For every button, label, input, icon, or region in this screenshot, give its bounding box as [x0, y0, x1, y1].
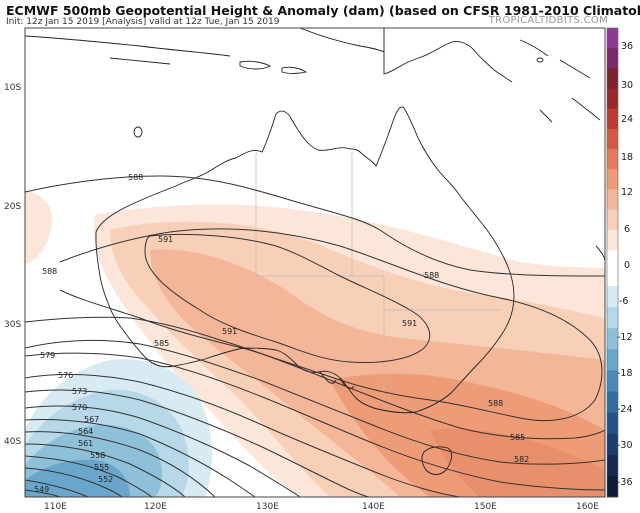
colorbar-segment: [607, 250, 618, 286]
contour-label: 564: [78, 427, 93, 436]
colorbar-frame: [606, 27, 619, 498]
colorbar-segment: [607, 189, 618, 211]
colorbar-label: -12: [617, 332, 633, 343]
chart-subtitle: Init: 12z Jan 15 2019 [Analysis] valid a…: [6, 17, 280, 27]
contour-label: 588: [128, 173, 143, 182]
lon-label: 140E: [362, 502, 385, 512]
colorbar-label: -36: [617, 477, 633, 488]
lon-label: 150E: [474, 502, 497, 512]
colorbar-label: 30: [621, 80, 633, 91]
contour-label: 555: [94, 463, 109, 472]
colorbar-segment: [607, 286, 618, 308]
contour-label: 579: [40, 351, 55, 360]
colorbar-segment: [607, 169, 618, 190]
contour-label: 588: [488, 399, 503, 408]
colorbar-segment: [607, 149, 618, 170]
colorbar-segment: [607, 349, 618, 371]
colorbar-segment: [607, 128, 618, 150]
colorbar-segment: [607, 391, 618, 414]
colorbar-segment: [607, 328, 618, 350]
colorbar-label: 18: [621, 152, 633, 163]
colorbar-segment: [607, 209, 618, 231]
colorbar-label: 36: [621, 41, 633, 52]
colorbar-label: 0: [624, 260, 630, 271]
colorbar-label: 6: [624, 224, 630, 235]
lat-label: 30S: [4, 320, 21, 330]
contour-label: 558: [90, 451, 105, 460]
lon-label: 160E: [576, 502, 599, 512]
colorbar-labels: 36 30 24 18 12 6 0 -6 -12 -18 -24 -30 -3…: [617, 41, 633, 488]
contour-label: 591: [222, 327, 237, 336]
contour-label: 552: [98, 475, 113, 484]
colorbar-segment: [607, 412, 618, 435]
contour-label: 585: [510, 433, 525, 442]
map-frame: [24, 27, 606, 498]
colorbar-segment: [607, 433, 618, 456]
colorbar-segment: [607, 28, 618, 49]
colorbar-label: 24: [621, 114, 633, 125]
colorbar-segment: [607, 229, 618, 251]
contour-labels: 588 591 591 588 591 588 585 579 576 573 …: [34, 173, 529, 494]
contour-label: 561: [78, 439, 93, 448]
colorbar-segment: [607, 370, 618, 392]
contour-label: 567: [84, 415, 99, 424]
site-brand: TROPICALTIDBITS.COM: [488, 15, 608, 26]
height-contours: [25, 175, 605, 497]
contour-label: 570: [72, 403, 87, 412]
colorbar-label: -30: [617, 440, 633, 451]
contour-label: 588: [42, 267, 57, 276]
state-borders: [255, 152, 500, 410]
colorbar-label: 12: [621, 187, 633, 198]
colorbar: [606, 27, 619, 498]
contour-label: 585: [154, 339, 169, 348]
contour-label: 582: [514, 455, 529, 464]
contour-label: 588: [424, 271, 439, 280]
colorbar-segment: [607, 307, 618, 329]
contour-label: 573: [72, 387, 87, 396]
anomaly-shading: [25, 190, 605, 497]
colorbar-label: -24: [617, 404, 633, 415]
latitude-labels: 10S 20S 30S 40S: [4, 83, 21, 447]
colorbar-label: -18: [617, 368, 633, 379]
colorbar-segment: [607, 108, 618, 130]
contour-label: 591: [158, 235, 173, 244]
contour-label: 549: [34, 485, 49, 494]
contour-label: 591: [402, 319, 417, 328]
colorbar-segment: [607, 48, 618, 69]
lat-label: 20S: [4, 202, 21, 212]
lat-label: 40S: [4, 437, 21, 447]
lat-label: 10S: [4, 83, 21, 93]
longitude-labels: 110E 120E 130E 140E 150E 160E: [44, 502, 599, 512]
colorbar-segment: [607, 475, 618, 498]
lon-label: 130E: [256, 502, 279, 512]
colorbar-label: -6: [619, 296, 628, 307]
chart-title: ECMWF 500mb Geopotential Height & Anomal…: [6, 3, 640, 18]
colorbar-segment: [607, 454, 618, 477]
colorbar-segment: [607, 68, 618, 90]
colorbar-segment: [607, 88, 618, 110]
lon-label: 110E: [44, 502, 67, 512]
lon-label: 120E: [144, 502, 167, 512]
contour-label: 576: [58, 371, 73, 380]
